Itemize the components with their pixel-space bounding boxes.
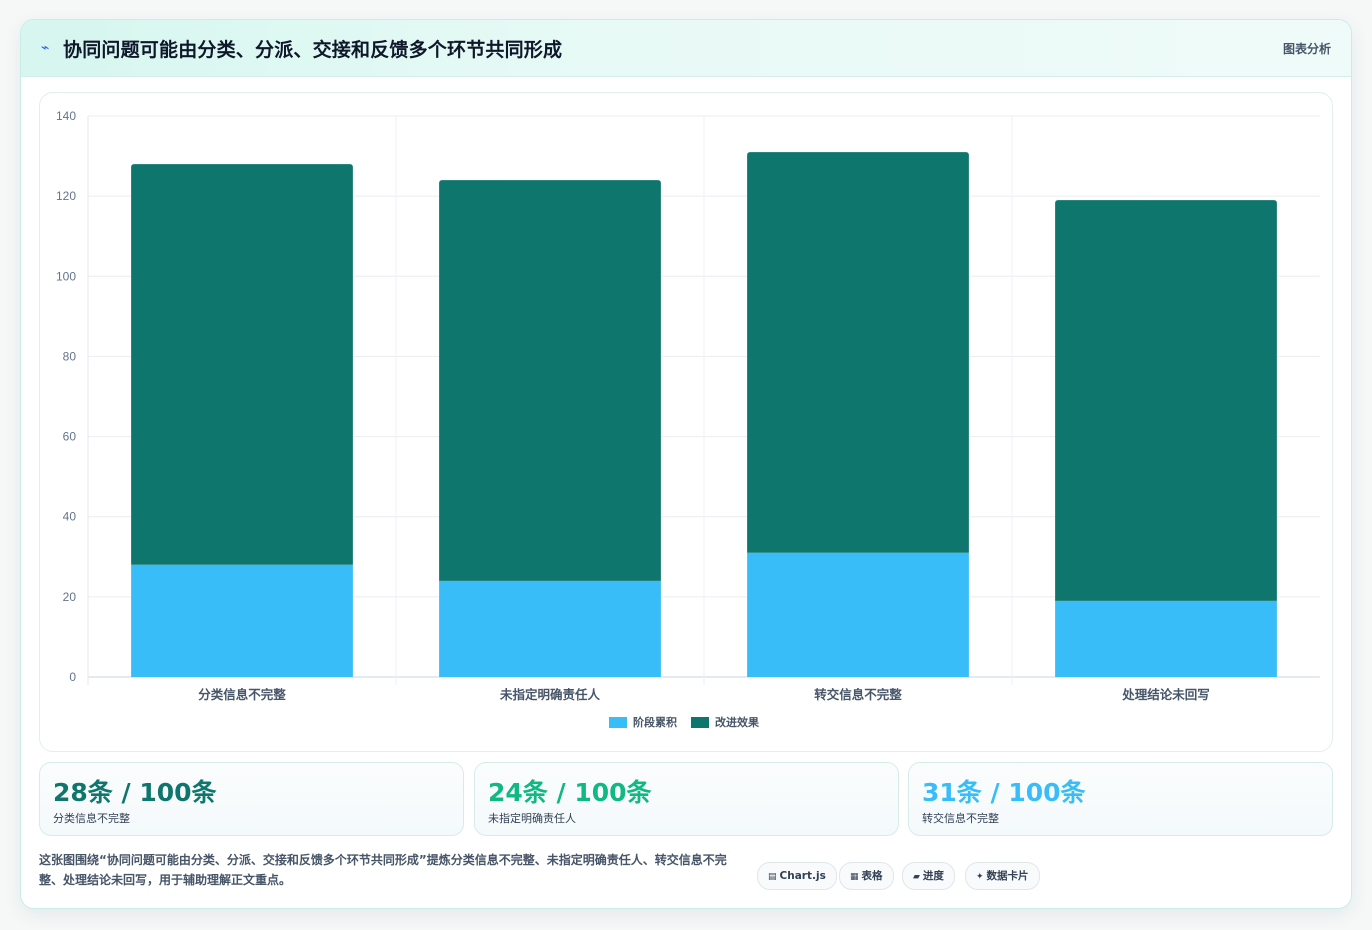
stat-value: 24条 / 100条 [488, 778, 652, 807]
stat-card-2: 24条 / 100条 未指定明确责任人 [474, 762, 899, 836]
stat-card-3: 31条 / 100条 转交信息不完整 [908, 762, 1333, 836]
y-tick-label: 60 [63, 430, 77, 444]
stat-label: 未指定明确责任人 [488, 812, 576, 825]
card-header: ⌁ 协同问题可能由分类、分派、交接和反馈多个环节共同形成 图表分析 [21, 20, 1351, 77]
x-tick-label: 处理结论未回写 [1121, 687, 1210, 702]
chart-line-icon: ⌁ [41, 40, 50, 56]
sparkle-icon: ✦ [976, 872, 984, 882]
bar-segment-stage [131, 564, 353, 677]
legend-swatch [691, 717, 709, 728]
table-icon: ▦ [850, 872, 859, 882]
legend-label: 改进效果 [715, 715, 759, 729]
y-tick-label: 20 [63, 590, 77, 604]
progress-icon: ▰ [913, 872, 920, 882]
legend-label: 阶段累积 [633, 715, 677, 729]
stat-value: 31条 / 100条 [922, 778, 1086, 807]
chip-table[interactable]: ▦ 表格 [839, 862, 894, 890]
bar-segment-improve [1055, 200, 1277, 601]
y-tick-label: 0 [69, 670, 76, 684]
bar-segment-improve [439, 180, 661, 581]
chart-card: ⌁ 协同问题可能由分类、分派、交接和反馈多个环节共同形成 图表分析 0 20 40 6… [20, 19, 1352, 909]
stat-value: 28条 / 100条 [53, 778, 217, 807]
chip-label: 数据卡片 [986, 870, 1029, 882]
stat-label: 分类信息不完整 [53, 812, 130, 825]
y-tick-label: 120 [56, 189, 76, 203]
chip-label: 进度 [922, 870, 944, 882]
stat-label: 转交信息不完整 [922, 812, 999, 825]
bar-segment-stage [1055, 600, 1277, 677]
x-tick-label: 分类信息不完整 [198, 687, 286, 702]
chip-chartjs[interactable]: ▤ Chart.js [757, 862, 837, 890]
chart-container: 0 20 40 60 80 100 120 140 分类信息不完整 未指定明确责任人 转交信息不完整… [39, 92, 1333, 752]
bar-segment-improve [131, 164, 353, 565]
x-tick-label: 转交信息不完整 [814, 687, 902, 702]
legend-swatch [609, 717, 627, 728]
bar-segment-improve [747, 152, 969, 553]
stat-card-1: 28条 / 100条 分类信息不完整 [39, 762, 464, 836]
y-tick-label: 40 [63, 510, 77, 524]
x-tick-label: 未指定明确责任人 [499, 687, 601, 702]
chip-progress[interactable]: ▰ 进度 [902, 862, 955, 890]
y-tick-label: 80 [63, 349, 77, 363]
y-tick-label: 100 [56, 269, 76, 283]
chart-analysis-tag: 图表分析 [1282, 42, 1331, 56]
chip-data-card[interactable]: ✦ 数据卡片 [965, 862, 1040, 890]
bar-segment-stage [747, 552, 969, 677]
bar-segment-stage [439, 580, 661, 677]
chip-label: Chart.js [779, 870, 826, 882]
y-tick-label: 140 [56, 109, 76, 123]
chip-label: 表格 [861, 870, 883, 882]
card-title: 协同问题可能由分类、分派、交接和反馈多个环节共同形成 [63, 39, 563, 61]
chart-icon: ▤ [768, 872, 777, 882]
stacked-bar-chart: 0 20 40 60 80 100 120 140 分类信息不完整 未指定明确责任人 转交信息不完整… [56, 109, 1320, 729]
chart-description: 这张图围绕“协同问题可能由分类、分派、交接和反馈多个环节共同形成”提炼分类信息不… [39, 853, 727, 887]
